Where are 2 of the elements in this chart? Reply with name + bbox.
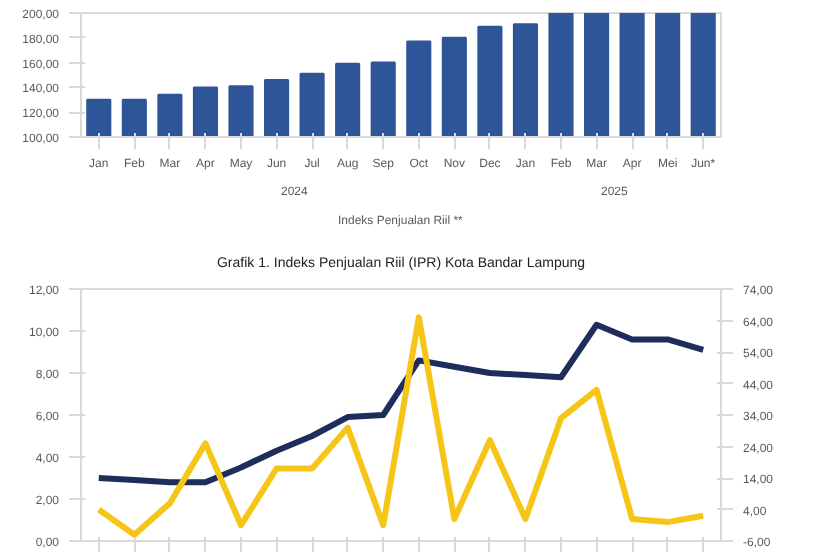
line-series xyxy=(95,321,707,486)
line-series xyxy=(95,314,707,538)
